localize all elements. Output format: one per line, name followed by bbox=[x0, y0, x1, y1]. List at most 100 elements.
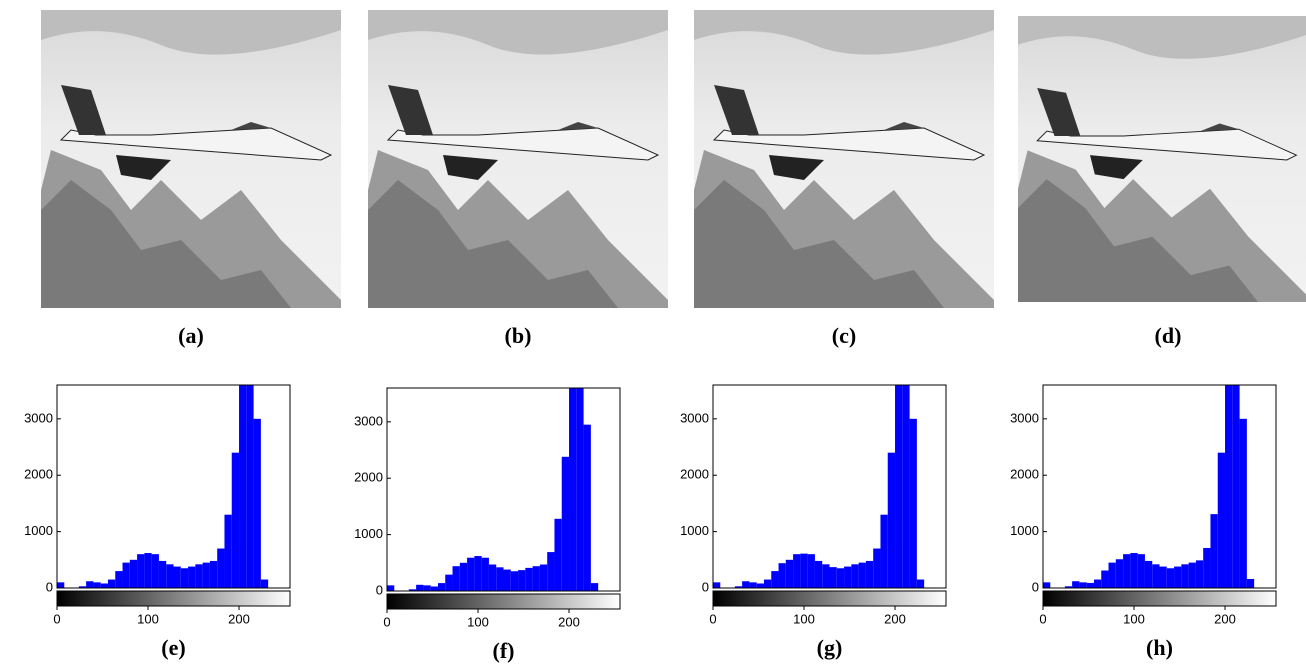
bar bbox=[532, 566, 540, 591]
y-tick-label: 0 bbox=[1032, 579, 1039, 594]
y-tick-label: 2000 bbox=[1010, 467, 1039, 482]
bar bbox=[713, 582, 721, 588]
bar bbox=[144, 553, 152, 588]
bar bbox=[1188, 562, 1196, 588]
bar bbox=[539, 564, 548, 591]
bar bbox=[880, 514, 888, 588]
bar bbox=[1181, 564, 1189, 588]
colorbar bbox=[386, 593, 621, 610]
bar bbox=[416, 584, 424, 591]
x-tick-label: 200 bbox=[884, 611, 906, 626]
bar bbox=[122, 562, 130, 588]
bar bbox=[1210, 514, 1218, 588]
bar bbox=[151, 554, 159, 588]
bar bbox=[1137, 554, 1145, 588]
chart-label: (g) bbox=[817, 635, 843, 660]
bar bbox=[518, 570, 526, 591]
bar bbox=[749, 582, 757, 588]
bar bbox=[1195, 560, 1204, 588]
bar bbox=[78, 586, 87, 588]
bar bbox=[100, 583, 108, 588]
image-a bbox=[41, 10, 341, 308]
image-label: (b) bbox=[505, 323, 532, 348]
y-tick-label: 1000 bbox=[24, 523, 53, 538]
bar bbox=[742, 581, 750, 588]
x-tick-label: 0 bbox=[1039, 611, 1046, 626]
bar bbox=[851, 564, 859, 588]
bar bbox=[488, 564, 497, 591]
bar bbox=[1115, 559, 1124, 588]
x-tick-label: 0 bbox=[53, 611, 60, 626]
chart-label: (e) bbox=[161, 635, 185, 660]
image-panel: (a) (b) (c) (d) bbox=[41, 10, 1306, 348]
bar bbox=[1043, 582, 1051, 588]
bar bbox=[844, 566, 852, 588]
bar bbox=[129, 559, 138, 588]
bar bbox=[902, 385, 910, 588]
bar bbox=[547, 552, 555, 591]
bar bbox=[86, 581, 94, 588]
y-tick-label: 0 bbox=[46, 579, 53, 594]
x-tick-label: 100 bbox=[793, 611, 815, 626]
y-tick-label: 1000 bbox=[354, 526, 383, 541]
bar bbox=[865, 560, 874, 588]
bar bbox=[1123, 554, 1131, 588]
bar bbox=[778, 563, 786, 588]
bar bbox=[793, 554, 801, 588]
bar bbox=[873, 548, 881, 588]
bar bbox=[188, 566, 196, 588]
bar bbox=[858, 562, 866, 588]
image-d bbox=[1018, 15, 1306, 303]
bar bbox=[1174, 566, 1182, 588]
x-tick-label: 100 bbox=[1123, 611, 1145, 626]
bar bbox=[916, 579, 925, 588]
bar bbox=[734, 586, 743, 588]
bar bbox=[590, 583, 599, 591]
bar bbox=[1232, 385, 1240, 588]
bar bbox=[459, 562, 468, 591]
bar bbox=[836, 568, 845, 588]
bar bbox=[909, 418, 917, 588]
image-label: (a) bbox=[178, 323, 204, 348]
x-tick-label: 200 bbox=[1214, 611, 1236, 626]
bar bbox=[1159, 566, 1167, 588]
y-tick-label: 2000 bbox=[24, 467, 53, 482]
colorbar bbox=[712, 590, 947, 607]
colorbar bbox=[1042, 590, 1277, 607]
bar bbox=[239, 385, 247, 588]
bar bbox=[1217, 452, 1226, 588]
bar bbox=[57, 582, 65, 588]
bar bbox=[561, 456, 570, 591]
bar bbox=[895, 385, 903, 588]
bar bbox=[800, 553, 808, 588]
x-tick-label: 100 bbox=[137, 611, 159, 626]
bar bbox=[1225, 385, 1233, 588]
bar bbox=[452, 566, 460, 591]
chart-label: (h) bbox=[1146, 635, 1173, 660]
bar bbox=[1108, 562, 1116, 588]
y-tick-label: 3000 bbox=[1010, 410, 1039, 425]
y-tick-label: 3000 bbox=[354, 413, 383, 428]
bar bbox=[260, 579, 269, 588]
bar bbox=[474, 556, 482, 591]
bar bbox=[1086, 582, 1094, 588]
bar bbox=[525, 567, 533, 591]
colorbar bbox=[56, 590, 291, 607]
bar bbox=[510, 571, 519, 591]
bar bbox=[583, 424, 591, 591]
bar bbox=[93, 582, 101, 588]
bar bbox=[430, 586, 438, 591]
bar bbox=[763, 579, 772, 588]
bar bbox=[1101, 570, 1109, 588]
axes-box bbox=[56, 384, 291, 589]
bar bbox=[771, 571, 779, 588]
bar bbox=[1166, 568, 1175, 588]
y-tick-label: 2000 bbox=[354, 470, 383, 485]
bar bbox=[246, 385, 254, 588]
x-tick-label: 100 bbox=[467, 614, 489, 629]
bar bbox=[107, 579, 116, 588]
image-label: (c) bbox=[832, 323, 856, 348]
bar bbox=[1072, 581, 1080, 588]
